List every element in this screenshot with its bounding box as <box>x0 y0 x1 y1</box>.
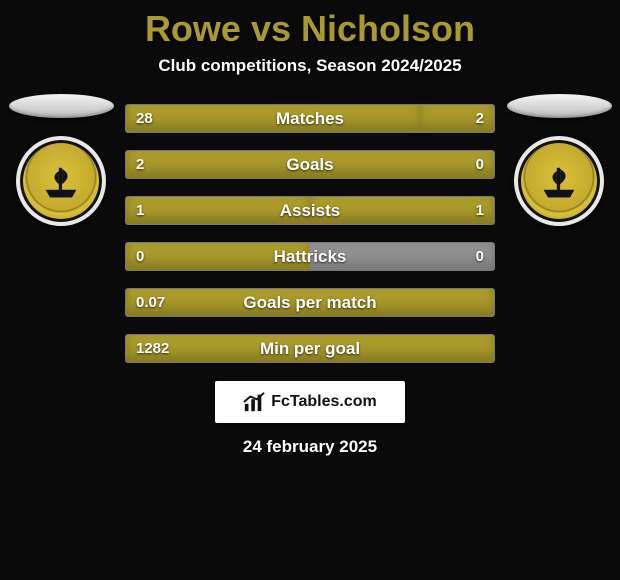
stat-row: 20Goals <box>125 150 495 179</box>
stat-row: 0.07Goals per match <box>125 288 495 317</box>
subtitle: Club competitions, Season 2024/2025 <box>0 56 620 76</box>
right-badge-column <box>504 94 614 226</box>
right-placeholder-ellipse <box>507 94 612 118</box>
stat-row: 282Matches <box>125 104 495 133</box>
stat-value-right: 1 <box>476 197 484 224</box>
ship-icon <box>39 159 83 203</box>
bar-fill-left <box>126 243 310 270</box>
footer-date: 24 february 2025 <box>0 437 620 457</box>
stat-value-left: 0.07 <box>136 289 165 316</box>
stat-bars: 282Matches20Goals11Assists00Hattricks0.0… <box>125 104 495 363</box>
bar-fill-left <box>126 289 494 316</box>
stat-row: 11Assists <box>125 196 495 225</box>
player-left-name: Rowe <box>145 8 241 49</box>
stat-value-right: 0 <box>476 151 484 178</box>
stat-value-right: 2 <box>476 105 484 132</box>
stat-row: 00Hattricks <box>125 242 495 271</box>
player-right-name: Nicholson <box>301 8 475 49</box>
bar-fill-left <box>126 105 420 132</box>
brand-badge[interactable]: FcTables.com <box>215 381 405 423</box>
stat-value-left: 1282 <box>136 335 169 362</box>
bar-fill-left <box>126 335 494 362</box>
stat-value-left: 28 <box>136 105 153 132</box>
left-club-crest <box>16 136 106 226</box>
stat-value-left: 2 <box>136 151 144 178</box>
vs-text: vs <box>251 8 291 49</box>
right-club-crest <box>514 136 604 226</box>
bar-fill-right <box>310 197 494 224</box>
stat-value-left: 0 <box>136 243 144 270</box>
content-area: 282Matches20Goals11Assists00Hattricks0.0… <box>0 104 620 457</box>
bar-fill-left <box>126 151 494 178</box>
stat-value-left: 1 <box>136 197 144 224</box>
stat-row: 1282Min per goal <box>125 334 495 363</box>
bar-fill-left <box>126 197 310 224</box>
chart-icon <box>243 391 265 413</box>
comparison-title: Rowe vs Nicholson <box>0 0 620 50</box>
left-badge-column <box>6 94 116 226</box>
ship-icon <box>537 159 581 203</box>
left-placeholder-ellipse <box>9 94 114 118</box>
stat-value-right: 0 <box>476 243 484 270</box>
brand-text: FcTables.com <box>271 393 377 411</box>
